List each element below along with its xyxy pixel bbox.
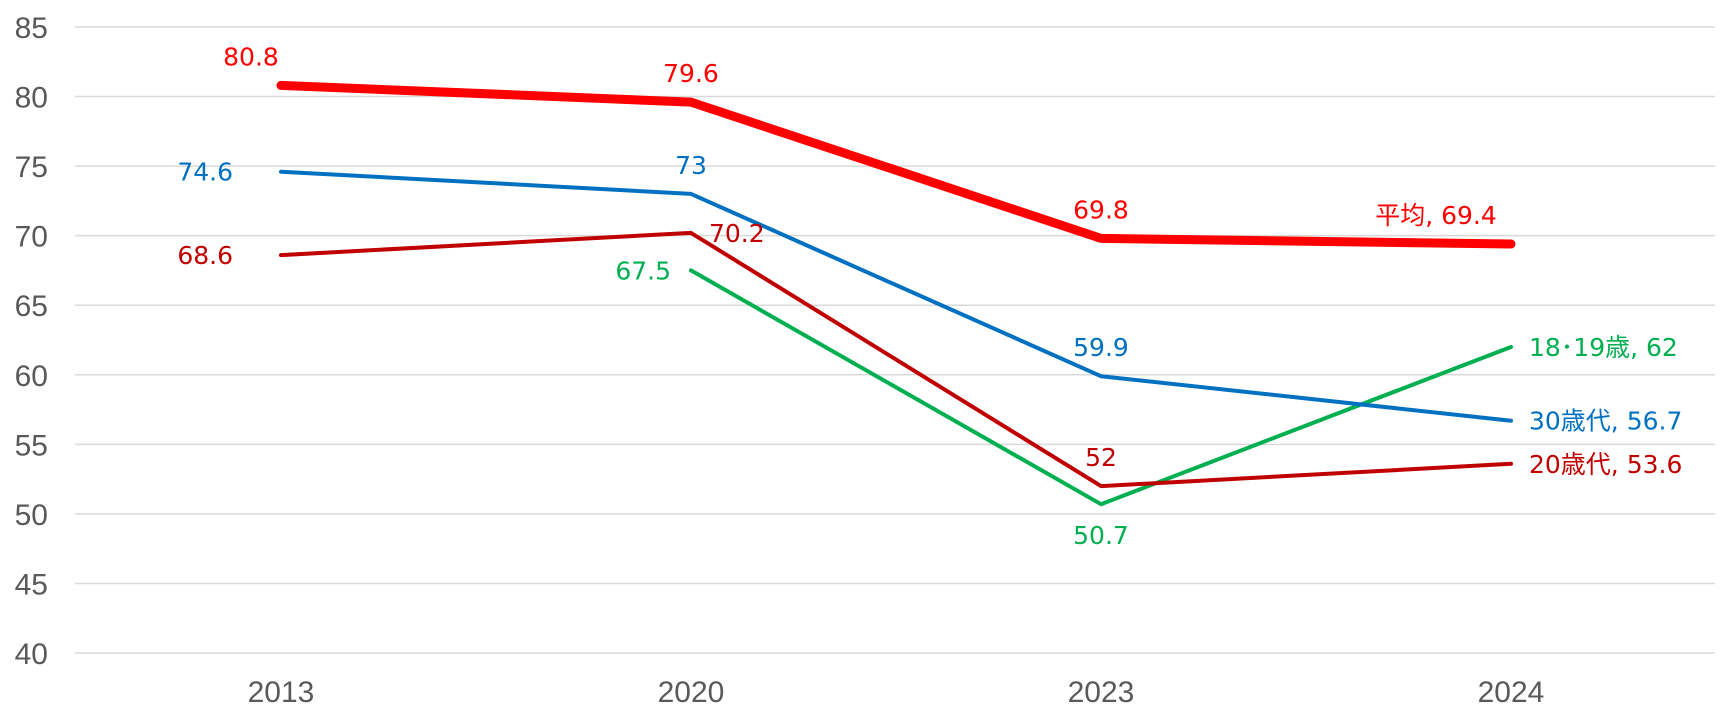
data-label-s0-p3: 平均, 69.4 <box>1375 201 1497 230</box>
series-lines <box>276 80 1516 507</box>
data-label-s1-p1: 73 <box>675 151 707 180</box>
y-tick-label: 60 <box>15 360 48 393</box>
data-label-s1-p0: 74.6 <box>177 158 233 187</box>
data-label-s0-p1: 79.6 <box>663 59 719 88</box>
x-tick-label: 2020 <box>658 676 725 709</box>
data-labels: 80.8 79.6 69.8 平均, 69.4 74.6 73 59.9 30歳代, 56.7… <box>177 42 1682 550</box>
y-tick-label: 40 <box>15 638 48 671</box>
data-label-s0-p0: 80.8 <box>223 42 279 71</box>
y-tick-label: 85 <box>15 12 48 45</box>
x-tick-label: 2013 <box>248 676 315 709</box>
data-label-s1-p3: 30歳代, 56.7 <box>1529 407 1682 436</box>
data-label-s3-p1: 67.5 <box>615 256 671 285</box>
data-label-s2-p1: 70.2 <box>709 219 765 248</box>
data-label-s2-p0: 68.6 <box>177 241 233 270</box>
y-tick-label: 50 <box>15 499 48 532</box>
y-axis-ticks: 40 45 50 55 60 65 70 75 80 85 <box>15 12 48 671</box>
series-line-1 <box>279 169 1513 423</box>
x-tick-label: 2024 <box>1478 676 1545 709</box>
y-tick-label: 55 <box>15 429 48 462</box>
data-label-s3-p3: 18･19歳, 62 <box>1529 333 1678 362</box>
data-label-s3-p2: 50.7 <box>1073 521 1129 550</box>
y-tick-label: 80 <box>15 82 48 115</box>
y-tick-label: 75 <box>15 151 48 184</box>
data-label-s2-p2: 52 <box>1085 443 1117 472</box>
data-label-s1-p2: 59.9 <box>1073 333 1129 362</box>
series-line-3 <box>689 268 1513 507</box>
y-tick-label: 65 <box>15 290 48 323</box>
series-line-2 <box>279 230 1513 489</box>
y-tick-label: 45 <box>15 568 48 601</box>
x-tick-label: 2023 <box>1068 676 1135 709</box>
data-label-s0-p2: 69.8 <box>1073 195 1129 224</box>
x-axis-ticks: 2013 2020 2023 2024 <box>248 676 1545 709</box>
y-tick-label: 70 <box>15 221 48 254</box>
series-line-0 <box>276 80 1516 249</box>
data-label-s2-p3: 20歳代, 53.6 <box>1529 450 1682 479</box>
gridlines <box>75 26 1715 654</box>
